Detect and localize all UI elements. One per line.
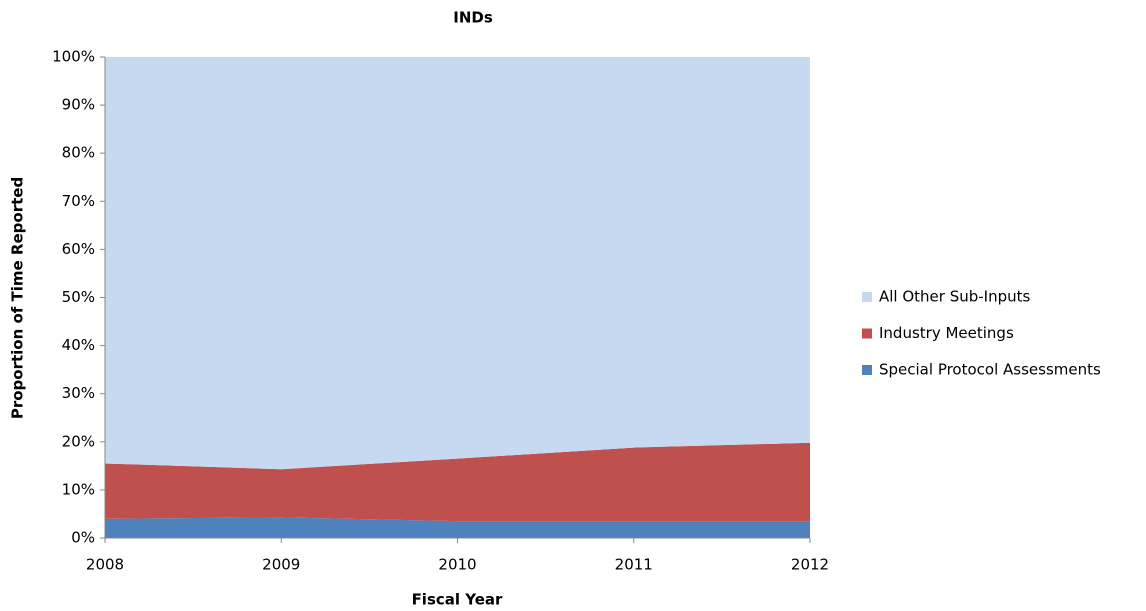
x-tick-label: 2011 (615, 556, 653, 574)
x-axis-title: Fiscal Year (412, 591, 503, 609)
chart-title: INDs (453, 9, 493, 27)
y-axis-title: Proportion of Time Reported (9, 177, 27, 419)
y-tick-label: 100% (52, 48, 95, 66)
x-tick-label: 2010 (438, 556, 476, 574)
legend-swatch (862, 365, 872, 375)
area (105, 57, 810, 470)
x-tick-label: 2012 (791, 556, 829, 574)
y-tick-label: 30% (62, 384, 95, 402)
area (105, 442, 810, 522)
x-tick-label: 2009 (262, 556, 300, 574)
x-tick-label: 2008 (86, 556, 124, 574)
y-tick-label: 60% (62, 240, 95, 258)
y-tick-label: 10% (62, 480, 95, 498)
y-tick-label: 40% (62, 336, 95, 354)
y-tick-label: 50% (62, 288, 95, 306)
y-tick-label: 80% (62, 144, 95, 162)
legend-label: Industry Meetings (879, 324, 1014, 342)
legend-swatch (862, 292, 872, 302)
y-tick-label: 20% (62, 432, 95, 450)
y-tick-label: 70% (62, 192, 95, 210)
legend-swatch (862, 328, 872, 339)
y-tick-label: 0% (71, 529, 95, 547)
y-tick-label: 90% (62, 96, 95, 114)
legend-label: All Other Sub-Inputs (879, 288, 1031, 306)
area (105, 517, 810, 538)
legend-label: Special Protocol Assessments (879, 361, 1101, 379)
